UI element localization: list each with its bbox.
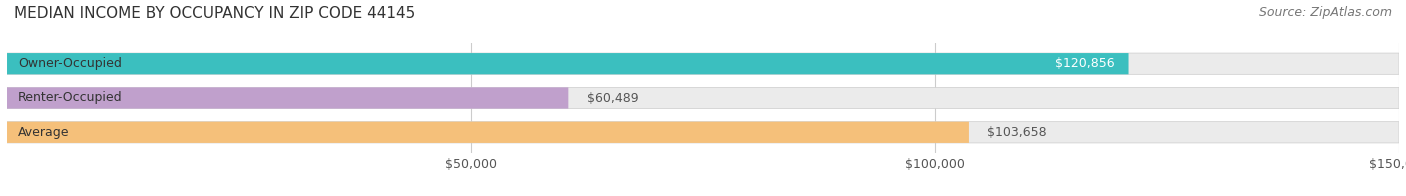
FancyBboxPatch shape	[7, 122, 1399, 143]
Text: $120,856: $120,856	[1054, 57, 1115, 70]
FancyBboxPatch shape	[7, 53, 1399, 74]
Text: Renter-Occupied: Renter-Occupied	[18, 92, 122, 104]
Text: MEDIAN INCOME BY OCCUPANCY IN ZIP CODE 44145: MEDIAN INCOME BY OCCUPANCY IN ZIP CODE 4…	[14, 6, 415, 21]
FancyBboxPatch shape	[7, 87, 1399, 109]
Text: Source: ZipAtlas.com: Source: ZipAtlas.com	[1258, 6, 1392, 19]
FancyBboxPatch shape	[7, 53, 1129, 74]
Text: Owner-Occupied: Owner-Occupied	[18, 57, 122, 70]
Text: $103,658: $103,658	[987, 126, 1047, 139]
Text: $60,489: $60,489	[586, 92, 638, 104]
FancyBboxPatch shape	[7, 122, 969, 143]
FancyBboxPatch shape	[7, 87, 568, 109]
Text: Average: Average	[18, 126, 70, 139]
